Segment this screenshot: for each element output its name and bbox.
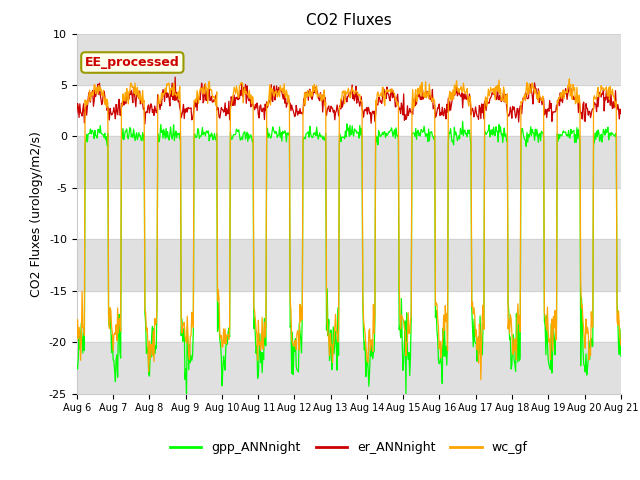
Y-axis label: CO2 Fluxes (urology/m2/s): CO2 Fluxes (urology/m2/s)	[30, 131, 44, 297]
Bar	[77, 240, 621, 291]
Legend: gpp_ANNnight, er_ANNnight, wc_gf: gpp_ANNnight, er_ANNnight, wc_gf	[165, 436, 532, 459]
Text: EE_processed: EE_processed	[85, 56, 180, 69]
Title: CO2 Fluxes: CO2 Fluxes	[306, 13, 392, 28]
Bar	[77, 136, 621, 188]
Bar	[77, 342, 621, 394]
Bar	[77, 34, 621, 85]
